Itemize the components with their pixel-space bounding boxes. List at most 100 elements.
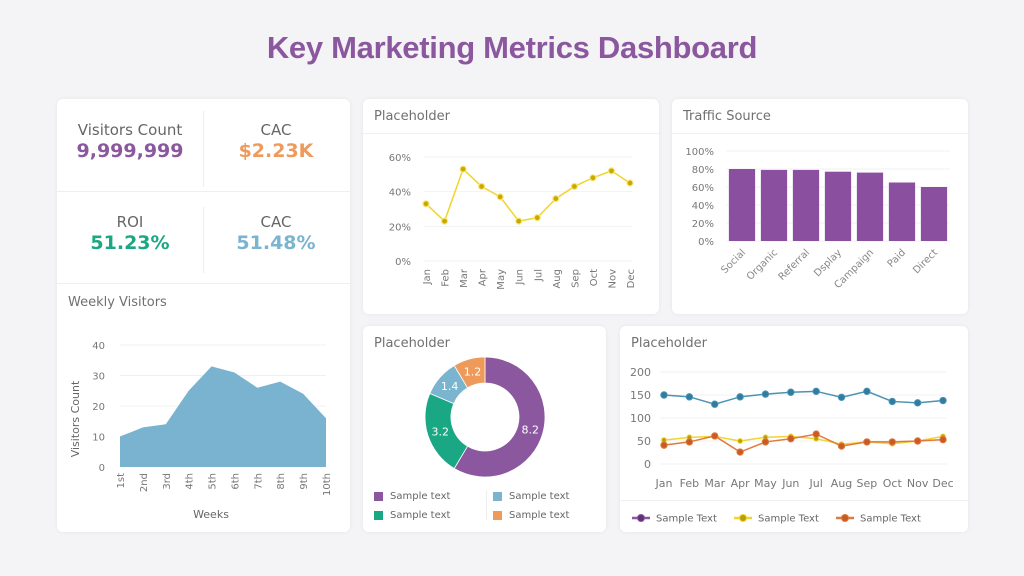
data-point — [812, 430, 820, 438]
x-tick-label: Feb — [680, 477, 699, 490]
legend-swatch — [493, 511, 502, 520]
legend-item: Sample text — [493, 491, 569, 502]
legend-item: Sample text — [374, 510, 450, 521]
line-chart-card: Placeholder 0% 20% 40% 60% Jan Feb Mar Apr May Ju… — [363, 99, 659, 314]
slice-label: 1.4 — [441, 380, 459, 393]
y-tick-label: 0% — [395, 257, 411, 268]
donut-slice — [453, 356, 546, 478]
data-point — [607, 167, 616, 175]
x-tick-label: Sep — [570, 269, 581, 288]
slice-label: 1.2 — [464, 366, 482, 379]
data-point — [711, 432, 719, 440]
data-point — [711, 400, 719, 408]
y-tick-label: 100% — [685, 147, 714, 158]
bar — [856, 172, 884, 241]
y-tick-label: 80% — [692, 165, 714, 176]
data-point — [589, 174, 597, 182]
x-tick-label: Paid — [886, 247, 909, 270]
x-tick-label: Oct — [883, 477, 903, 490]
line-series — [425, 167, 631, 223]
data-point — [736, 448, 744, 456]
divider — [57, 283, 350, 284]
legend-label: Sample Text — [656, 514, 717, 525]
x-tick-label: 9th — [299, 473, 310, 490]
y-tick-label: 60% — [692, 183, 714, 194]
line-chart: 0% 20% 40% 60% Jan Feb Mar Apr May Jun Jul Aug Sep Oc… — [389, 153, 637, 290]
card-title: Placeholder — [374, 336, 450, 351]
x-tick-label: 6th — [230, 473, 241, 490]
data-point — [496, 193, 504, 201]
line-series — [663, 433, 944, 453]
divider — [203, 207, 204, 273]
y-tick-label: 40% — [389, 188, 411, 199]
x-tick-label: Jan — [655, 477, 673, 490]
y-tick-label: 20% — [692, 219, 714, 230]
bar — [792, 169, 820, 241]
data-point — [812, 387, 820, 396]
data-point — [660, 441, 668, 449]
x-tick-label: Jul — [809, 477, 823, 490]
y-tick-label: 30 — [92, 372, 105, 383]
x-tick-label: Dsplay — [812, 247, 844, 279]
legend-swatch — [493, 492, 502, 501]
card-title: Traffic Source — [683, 109, 771, 124]
legend-label: Sample Text — [860, 514, 921, 525]
traffic-source-card: Traffic Source 0% 20% 40% 60% 80% 100% Social O… — [672, 99, 968, 314]
x-tick-label: 4th — [185, 473, 196, 490]
data-point — [837, 393, 846, 401]
x-tick-label: 3rd — [162, 473, 173, 490]
x-tick-label: Jan — [422, 269, 433, 285]
x-tick-label: Organic — [745, 247, 780, 282]
x-tick-label: Dec — [932, 477, 953, 490]
legend-divider — [486, 490, 487, 520]
data-point — [685, 393, 694, 401]
y-tick-label: 100 — [630, 412, 651, 425]
weekly-visitors-chart: Visitors Count Weeks 0 10 20 30 40 1st 2nd 3rd 4… — [69, 341, 333, 521]
legend-label: Sample text — [390, 491, 451, 502]
divider — [203, 111, 204, 187]
weekly-visitors-title: Weekly Visitors — [68, 295, 167, 310]
multi-line-card: Placeholder 0 50 100 150 200 Jan Feb Mar Apr May J… — [620, 326, 968, 532]
x-tick-label: Jun — [515, 269, 526, 286]
kpi-label: CAC — [260, 121, 292, 139]
page-title: Key Marketing Metrics Dashboard — [266, 30, 758, 65]
multi-line-legend: Sample Text Sample Text Sample Text — [632, 514, 921, 525]
slice-label: 3.2 — [432, 426, 450, 439]
x-tick-label: Mar — [704, 477, 725, 490]
line-series — [663, 390, 944, 405]
kpi-value: 9,999,999 — [76, 140, 184, 162]
data-point — [440, 217, 449, 225]
legend-label: Sample Text — [758, 514, 819, 525]
y-tick-label: 0 — [99, 463, 105, 474]
multi-line-chart: 0 50 100 150 200 Jan Feb Mar Apr May Jun Jul Aug Sep O… — [630, 366, 954, 490]
legend-swatch — [374, 492, 383, 501]
data-point — [863, 438, 871, 446]
kpi-value: $2.23K — [238, 140, 314, 162]
bar — [888, 182, 916, 241]
x-tick-label: Jul — [533, 269, 544, 282]
kpi-cac: CAC $2.23K — [203, 121, 349, 162]
y-tick-label: 20 — [92, 402, 105, 413]
x-tick-label: 5th — [208, 473, 219, 490]
kpi-visitors-count: Visitors Count 9,999,999 — [57, 121, 203, 162]
x-tick-label: Direct — [911, 247, 940, 276]
data-point — [626, 179, 634, 187]
x-tick-label: 1st — [116, 473, 127, 489]
x-tick-label: May — [754, 477, 777, 490]
y-tick-label: 40 — [92, 341, 105, 352]
y-tick-label: 0 — [644, 458, 651, 471]
kpi-label: Visitors Count — [77, 121, 183, 139]
legend-label: Sample text — [509, 491, 570, 502]
data-point — [685, 438, 694, 446]
divider — [672, 133, 968, 134]
card-title: Placeholder — [631, 336, 707, 351]
kpi-label: ROI — [116, 213, 144, 231]
data-point — [837, 442, 846, 450]
y-tick-label: 40% — [692, 201, 714, 212]
legend-marker — [841, 514, 849, 522]
y-tick-label: 150 — [630, 389, 651, 402]
data-point — [863, 387, 871, 396]
data-point — [515, 217, 523, 225]
data-point — [761, 390, 770, 398]
